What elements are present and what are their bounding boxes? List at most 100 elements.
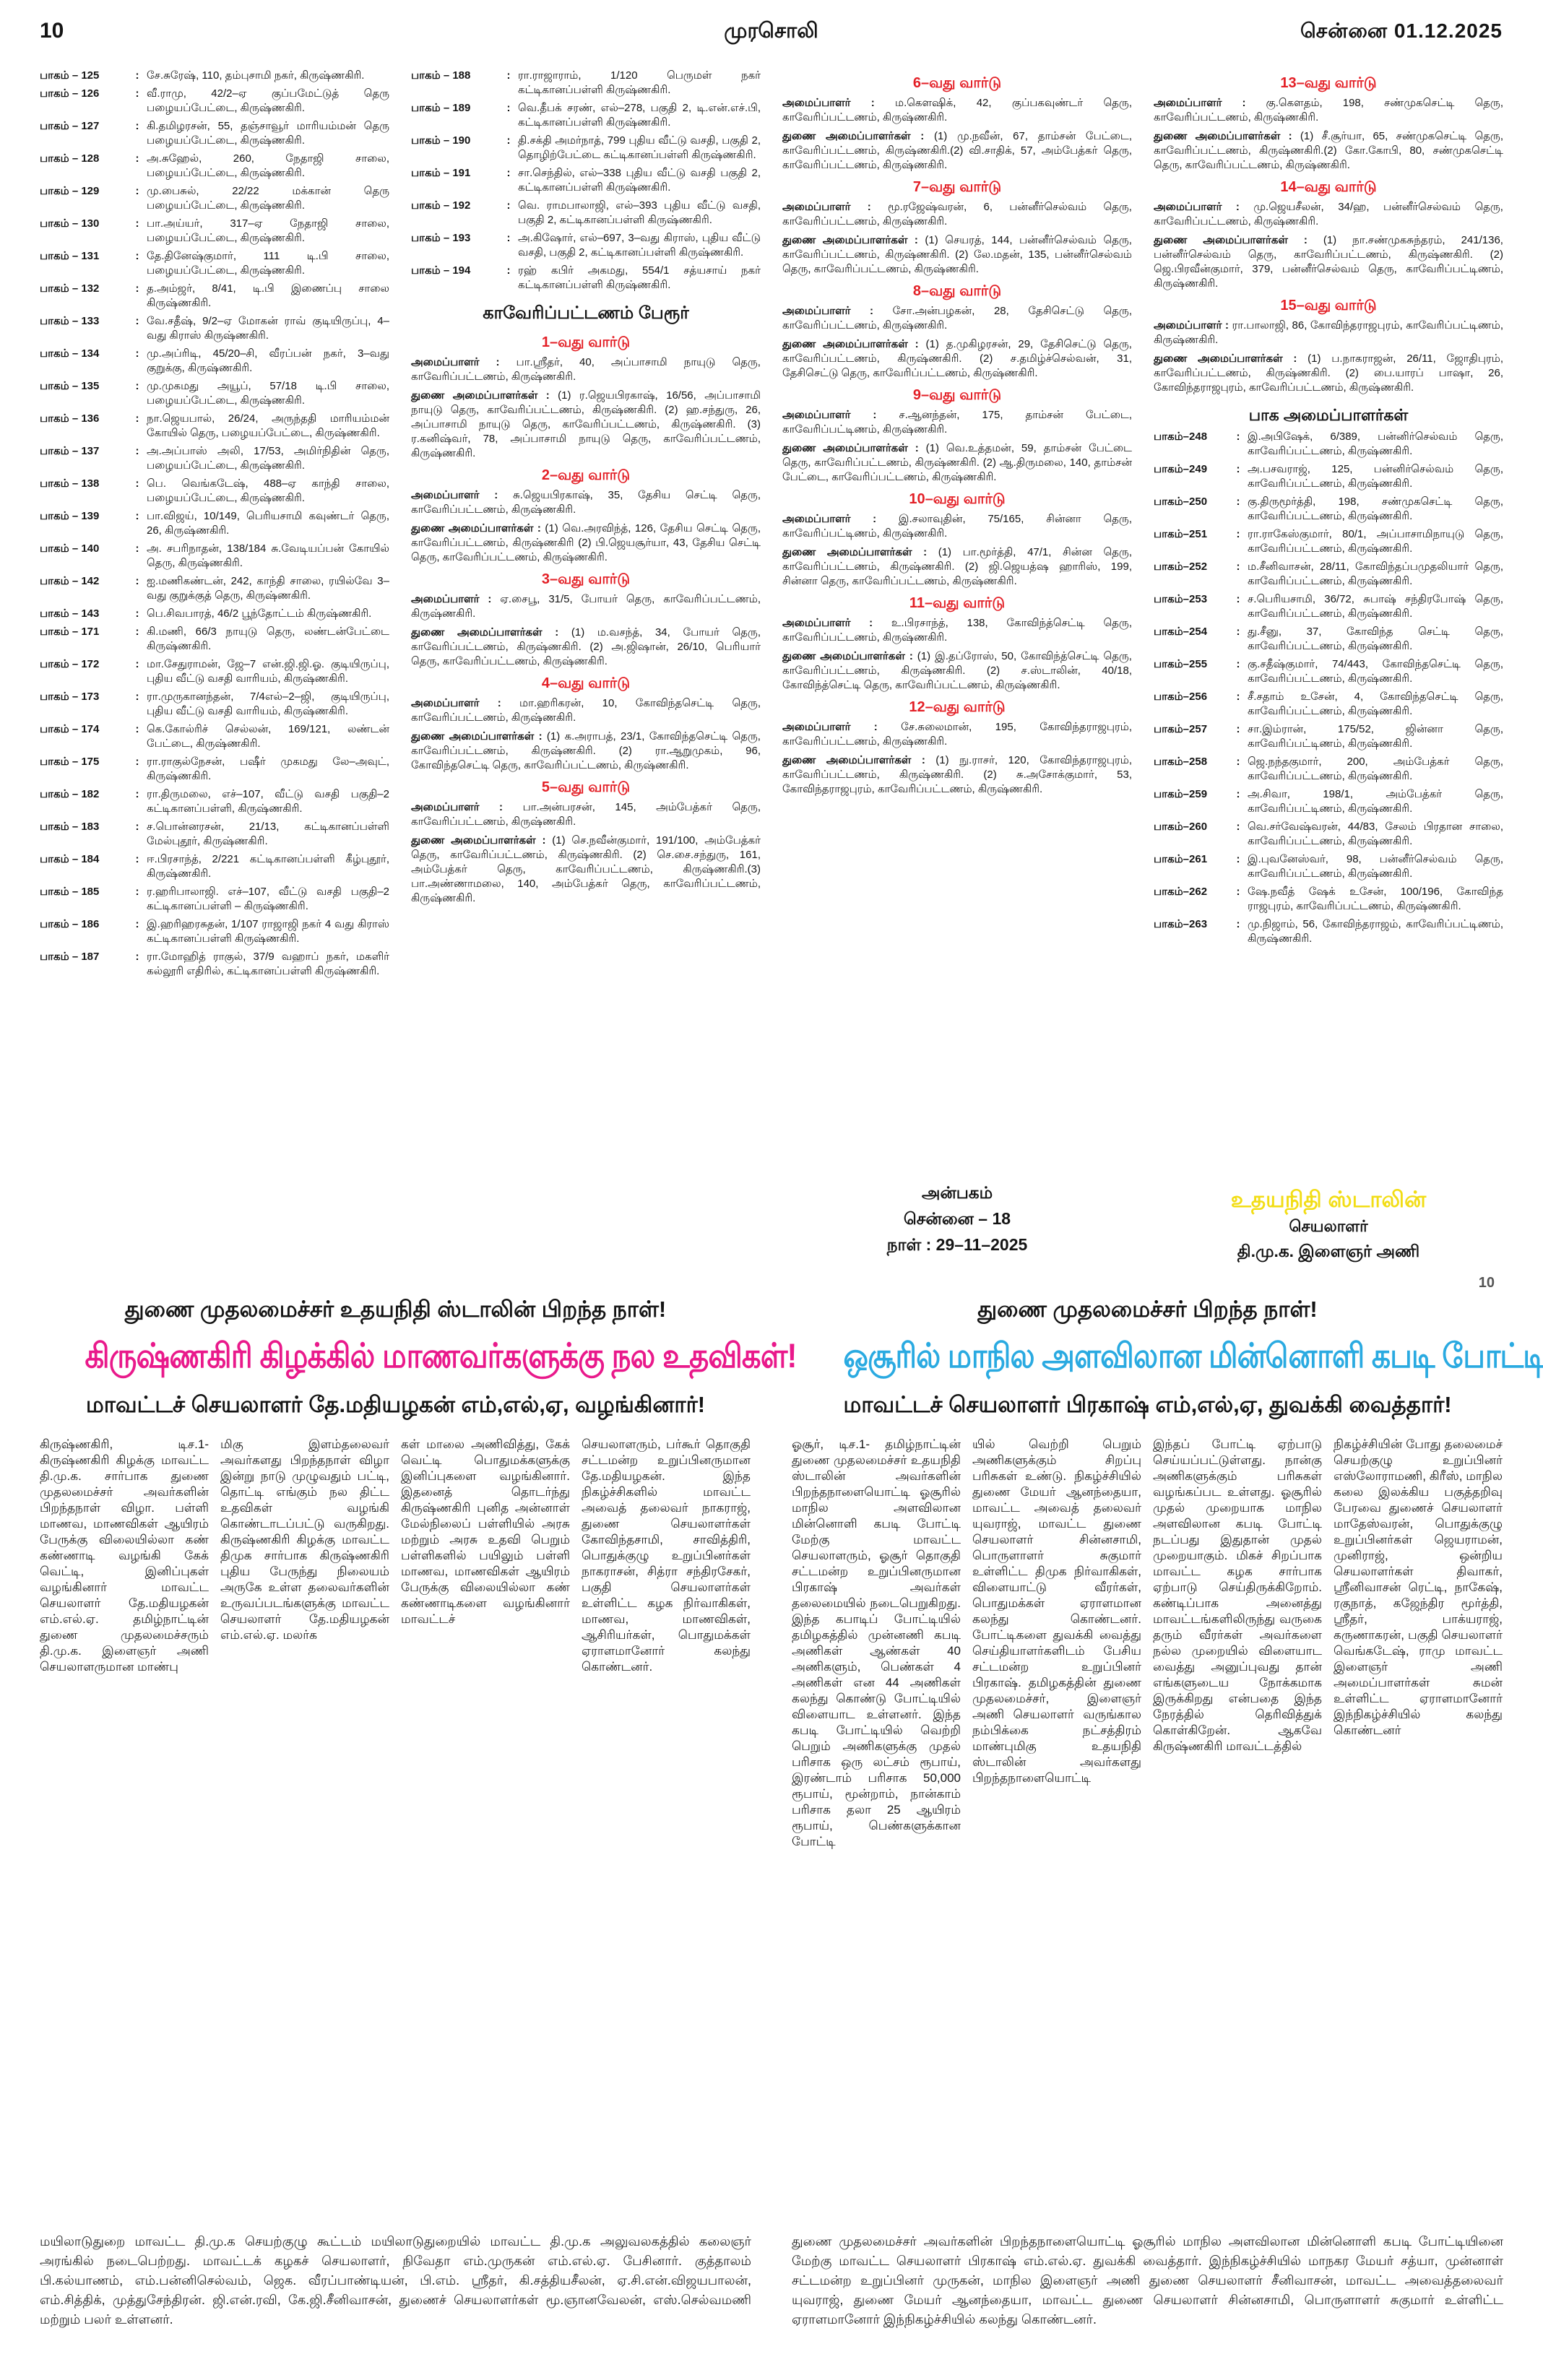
part-entry-colon: :	[1236, 691, 1240, 703]
ward-deputies: துணை அமைப்பாளர்கள் : (1) ம.வசந்த், 34, ப…	[411, 626, 761, 669]
ward-heading: 5–வது வார்டு	[541, 779, 631, 795]
part-entry-number: பாகம்–251	[1154, 528, 1208, 540]
ward-organizer: அமைப்பாளர் : மு.ஜெயசீலன், 34/ஹ, பன்னீர்ச…	[1154, 200, 1503, 229]
organizer-text: ம.கௌஷிக், 42, குப்பகவுண்டர் தெரு, காவேரி…	[782, 97, 1132, 124]
part-entry: பாகம் – 194 : ரஹ் கபிர் அகமது, 554/1 சத்…	[411, 264, 761, 293]
part-entry-colon: :	[135, 575, 139, 587]
deputies-text: (1) பா.மூர்த்தி, 47/1, சின்ன தெரு, காவேர…	[782, 546, 1132, 587]
organizer-label: அமைப்பாளர்	[411, 489, 480, 501]
masthead-title: முரசொலி	[724, 20, 818, 43]
organizer-text: ச.ஆனந்தன், 175, தாம்சன் பேட்டை, காவேரிப்…	[782, 409, 1132, 436]
label-separator: :	[1280, 130, 1300, 142]
part-entry-colon: :	[135, 347, 139, 360]
listing-column-1: பாகம் – 125 : சே.சுரேஷ், 110, தம்புசாமி …	[40, 69, 389, 1282]
ward-organizer: அமைப்பாளர் : இ.சலாவுதின், 75/165, சின்னா…	[782, 512, 1132, 541]
article-body-column: யில் வெற்றி பெறும் அணிகளுக்கும் சிறப்பு …	[972, 1437, 1141, 1785]
listing-column-3: 6–வது வார்டு அமைப்பாளர் : ம.கௌஷிக், 42, …	[782, 69, 1132, 1282]
deputies-text: (1) க.அராபத், 23/1, கோவிந்தசெட்டி தெரு, …	[411, 730, 761, 771]
listing-column-2: பாகம் – 188 : ரா.ராஜாராம், 1/120 பெருமள்…	[411, 69, 761, 1282]
ward-block: 14–வது வார்டு அமைப்பாளர் : மு.ஜெயசீலன், …	[1154, 180, 1503, 291]
part-entry-text: மு.பைசுல், 22/22 மக்கான் தெரு பழையப்பேட்…	[147, 185, 389, 212]
part-entry-number: பாகம் – 184	[40, 853, 100, 865]
article-right-subhead: மாவட்டச் செயலாளர் பிரகாஷ் எம்,எல்,ஏ, துவ…	[843, 1392, 1452, 1417]
signatory-name: உதயநிதி ஸ்டாலின்	[1230, 1187, 1427, 1212]
organizer-text: மா.ஹரிகரன், 10, கோவிந்தசெட்டி தெரு, காவே…	[411, 697, 761, 724]
part-entry-number: பாகம்–255	[1154, 658, 1208, 670]
ward-organizer: அமைப்பாளர் : மூ.ரஜேஷ்வரன், 6, பன்னீர்செல…	[782, 200, 1132, 229]
part-entry-colon: :	[1236, 528, 1240, 540]
label-separator: :	[850, 617, 891, 629]
label-separator: :	[534, 730, 547, 743]
part-entry-colon: :	[135, 282, 139, 295]
label-separator: :	[850, 721, 902, 733]
part-entry-text: ஜெ.நந்தகுமார், 200, அம்பேத்கர் தெரு, காவ…	[1248, 756, 1503, 782]
ward-block: 15–வது வார்டு அமைப்பாளர் : ரா.பாலாஜி, 86…	[1154, 298, 1503, 395]
part-entry-text: கி.தமிழரசன், 55, தஞ்சாவூர் மாரியம்மன் தெ…	[147, 120, 389, 147]
part-entry: பாகம்–253 : ச.பெரியசாமி, 36/72, சுபாஷ் ச…	[1154, 592, 1503, 621]
part-entry-colon: :	[135, 542, 139, 555]
part-entry-number: பாகம்–248	[1154, 430, 1208, 443]
article-body-column: கள் மாலை அணிவித்து, கேக் வெட்டி பொதுமக்க…	[401, 1437, 570, 1626]
part-entry-colon: :	[506, 167, 511, 179]
part-entry: பாகம் – 189 : வெ.தீபக் சரண், எல்–278, பக…	[411, 101, 761, 130]
part-entry: பாகம்–254 : து.சீனு, 37, கோவிந்த செட்டி …	[1154, 625, 1503, 654]
ward-block: 11–வது வார்டு அமைப்பாளர் : உ.பிரசாந்த், …	[782, 596, 1132, 693]
organizer-label: அமைப்பாளர்	[1154, 201, 1222, 213]
signatory-role: செயலாளர்	[1289, 1217, 1368, 1235]
part-entry-text: பா.விஜய், 10/149, பெரியசாமி கவுண்டர் தெர…	[147, 510, 389, 537]
deputies-text: (1) இ.தப்ரோஸ், 50, கோவிந்த்செட்டி தெரு, …	[782, 650, 1132, 691]
label-separator: :	[850, 305, 893, 317]
part-entry-number: பாகம் – 187	[40, 951, 100, 963]
deputies-label: துணை அமைப்பாளர்கள்	[411, 730, 535, 743]
label-separator: :	[907, 338, 926, 350]
ward-heading: 6–வது வார்டு	[912, 75, 1002, 91]
part-entry-colon: :	[135, 626, 139, 638]
part-entry-text: கெ.கோல்ரிச் செல்லன், 169/121, லண்டன் பேட…	[147, 723, 389, 750]
part-entry: பாகம் – 192 : வெ. ராமபாலாஜி, எல்–393 புத…	[411, 199, 761, 228]
part-entry: பாகம் – 187 : ரா.மோஹித் ராகுல், 37/9 வஹா…	[40, 950, 389, 979]
organizer-text: ரா.பாலாஜி, 86, கோவிந்தராஜபுரம், காவேரிப்…	[1154, 319, 1503, 346]
part-entry-colon: :	[506, 199, 511, 212]
part-entry-text: அ.சுஹேல், 260, நேதாஜி சாலை, பழையப்பேட்டை…	[147, 152, 389, 179]
ward-organizer: அமைப்பாளர் : ச.ஆனந்தன், 175, தாம்சன் பேட…	[782, 408, 1132, 437]
deputies-text: (1) ப.நாகராஜன், 26/11, ஜோதிபுரம், காவேரி…	[1154, 352, 1503, 394]
part-entry-colon: :	[1236, 886, 1240, 898]
ward-heading: 10–வது வார்டு	[909, 491, 1006, 507]
label-separator: :	[850, 513, 899, 525]
part-entry-colon: :	[1236, 821, 1240, 833]
article-right-kicker: துணை முதலமைச்சர் பிறந்த நாள்!	[977, 1297, 1318, 1322]
organizer-text: சு.ஜெயபிரகாஷ், 35, தேசிய செட்டி தெரு, கா…	[411, 489, 761, 516]
part-entry-number: பாகம்–262	[1154, 886, 1208, 898]
ward-deputies: துணை அமைப்பாளர்கள் : (1) சீ.சூர்யா, 65, …	[1154, 129, 1503, 173]
part-entry-text: பெ.சிவபாரத், 46/2 பூந்தோட்டம் கிருஷ்ணகிர…	[147, 607, 372, 620]
ward-deputies: துணை அமைப்பாளர்கள் : (1) வெ.உத்தமன், 59,…	[782, 441, 1132, 485]
ward-deputies: துணை அமைப்பாளர்கள் : (1) இ.தப்ரோஸ், 50, …	[782, 649, 1132, 693]
deputies-text: (1) த.முகிழரசன், 29, தேசிசெட்டு தெரு, கா…	[782, 338, 1132, 379]
organizer-label: அமைப்பாளர்	[411, 356, 480, 368]
organizer-label: அமைப்பாளர்	[782, 721, 851, 733]
part-entry-text: ஐ.மணிகண்டன், 242, காந்தி சாலை, ரயில்வே 3…	[147, 575, 389, 602]
label-separator: :	[910, 130, 934, 142]
ward-block: 9–வது வார்டு அமைப்பாளர் : ச.ஆனந்தன், 175…	[782, 388, 1132, 485]
part-entry-colon: :	[506, 232, 511, 244]
part-entry: பாகம் – 190 : தி.சக்தி அமர்நாத், 799 புத…	[411, 134, 761, 163]
part-entry-number: பாகம் – 183	[40, 821, 100, 833]
deputies-label: துணை அமைப்பாளர்கள்	[782, 130, 911, 142]
deputies-text: (1) செயரத், 144, பன்னீர்செல்வம் தெரு, கா…	[782, 234, 1132, 275]
part-entry-number: பாகம் – 174	[40, 723, 100, 735]
label-separator: :	[1222, 97, 1266, 109]
label-separator: :	[479, 593, 501, 605]
part-entry: பாகம்–250 : கு.திருமூர்த்தி, 198, சண்முக…	[1154, 495, 1503, 524]
part-entry-text: சா.செந்தில், எல்–338 புதிய வீட்டு வசதி ப…	[518, 167, 761, 194]
organizer-text: உ.பிரசாந்த், 138, கோவிந்த்செட்டி தெரு, க…	[782, 617, 1132, 644]
part-entry-colon: :	[506, 134, 511, 147]
ward-organizer: அமைப்பாளர் : உ.பிரசாந்த், 138, கோவிந்த்ச…	[782, 616, 1132, 645]
part-entry: பாகம் – 127 : கி.தமிழரசன், 55, தஞ்சாவூர்…	[40, 119, 389, 148]
part-entry-text: பா.அய்யர், 317–ஏ நேதாஜி சாலை, பழையப்பேட்…	[147, 217, 389, 244]
part-entry-colon: :	[1236, 756, 1240, 768]
part-entry-number: பாகம் – 137	[40, 445, 100, 457]
ward-heading: 14–வது வார்டு	[1280, 179, 1377, 195]
part-entry-number: பாகம் – 143	[40, 607, 100, 620]
part-entry-text: த.அம்ஜர், 8/41, டி.பி இணைப்பு சாலை கிருஷ…	[147, 282, 389, 309]
article-right-headline: ஒசூரில் மாநில அளவிலான மின்னொளி கபடி போட்…	[843, 1336, 1543, 1375]
